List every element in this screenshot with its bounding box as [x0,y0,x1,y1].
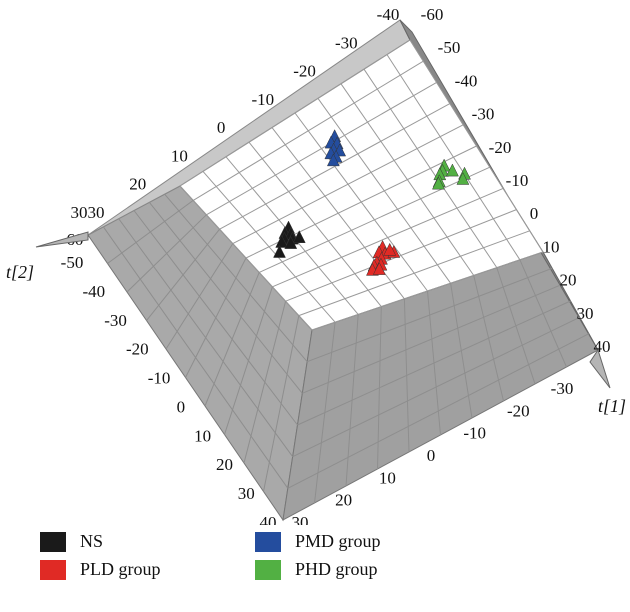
grid-line [340,83,475,276]
t2-axis-label: t[2] [6,262,34,282]
tick-label-right: -30 [472,105,495,124]
legend-swatch [40,559,66,580]
grid-line [148,202,303,394]
data-point-phd-group [446,163,459,177]
grid-line [409,39,544,253]
tick-label-left: -30 [104,311,127,330]
grid-line [118,218,294,457]
data-point-ns [275,234,289,248]
tick-label-bottom: -10 [463,424,486,443]
tick-label-right: -40 [455,71,478,90]
tick-label-bottom: 30 [292,513,309,525]
tick-label-top: 10 [171,146,188,165]
grid-line [386,54,521,261]
legend-item-phd: PHD group [255,559,378,580]
grid-lines [102,39,590,504]
grid-line [292,316,580,458]
tick-label-right: 10 [543,237,560,256]
t1-axis-label: t[1] [598,396,626,416]
legend-item-pld: PLD group [40,559,161,580]
grid-line [272,187,504,288]
data-points [273,129,471,276]
tick-label-left: -40 [82,282,105,301]
grid-line [133,210,298,426]
grid-line [302,284,562,394]
tick-label-bottom: -30 [551,379,574,398]
grid-line [298,230,530,317]
grid-line [306,267,553,363]
legend-swatch [255,531,281,552]
legend-swatch [255,559,281,580]
t1-axis-arrow [589,348,611,389]
tick-label-bottom: 0 [427,446,436,465]
tick-label-top: 20 [129,175,146,194]
grid-line [287,333,590,489]
legend-item-ns: NS [40,531,103,552]
tick-label-right: -50 [438,38,461,57]
tick-label-left: -50 [61,253,84,272]
legend-label: PLD group [80,559,161,579]
axis-arrows [35,231,611,389]
data-point-ns [284,236,298,249]
data-point-pld-group [383,242,397,256]
tick-label-bottom: 10 [379,468,396,487]
grid-line [297,300,571,426]
data-point-pld-group [372,262,386,275]
tick-label-left: 20 [216,455,233,474]
legend-item-pmd: PMD group [255,531,381,552]
tick-label-left: 0 [177,397,186,416]
legend-label: PHD group [295,559,378,579]
grid-line [102,226,289,489]
grid-line [285,209,517,302]
tick-label-bottom: -20 [507,401,530,420]
tick-label-left: -20 [126,340,149,359]
plot-3d: -40-30-20-100102030-60-50-40-30-20-10010… [6,5,626,532]
data-point-pmd-group [326,153,340,167]
tick-label-top: -20 [293,62,316,81]
legend-label: PMD group [295,531,381,551]
legend-swatch [40,531,66,552]
data-point-phd-group [456,171,470,185]
legend-label: NS [80,531,104,551]
data-point-ns [273,244,286,258]
tick-label-right: -10 [506,171,529,190]
tick-label-left: 40 [260,513,277,525]
tick-label-right: -60 [421,5,444,24]
tick-label-right: 0 [530,204,539,223]
tick-label-right: -20 [489,138,512,157]
grid-line [164,193,308,362]
grid-line [258,166,491,273]
legend: NS PLD group PMD group PHD group [0,525,630,612]
data-point-ns [292,230,306,243]
tick-labels: -40-30-20-100102030-60-50-40-30-20-10010… [61,5,611,532]
tick-label-top: -30 [335,33,358,52]
grid-line [317,98,452,284]
tick-label-right: 30 [577,304,594,323]
grid-line [363,68,498,268]
tick-label-top: 0 [217,118,226,137]
tick-label-left: 10 [194,426,211,445]
data-point-phd-group [432,176,445,190]
tick-label-bottom: 20 [335,491,352,510]
tick-label-top: -40 [377,5,400,24]
tick-label-left: 30 [71,203,88,222]
t2-axis-arrow [35,231,89,248]
tick-label-left: -10 [148,369,171,388]
tick-label-top: -10 [252,90,275,109]
tick-label-right: 20 [560,271,577,290]
tick-label-top: 30 [88,203,105,222]
tick-label-left: 30 [238,484,255,503]
